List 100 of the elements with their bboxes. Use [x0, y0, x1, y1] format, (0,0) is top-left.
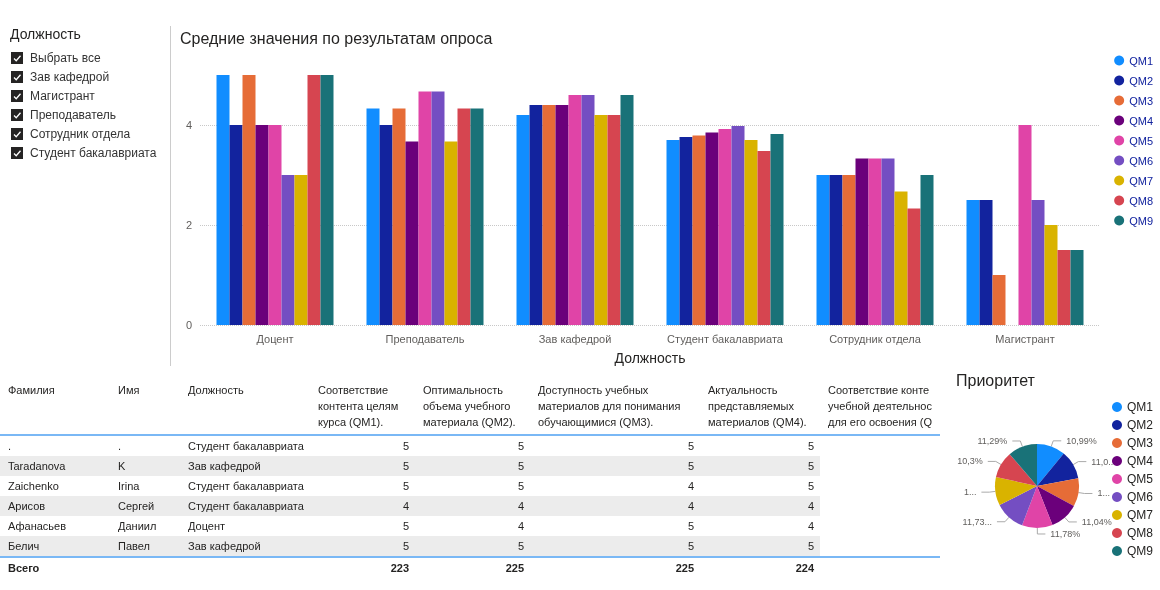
- category-label: Фамилия: [0, 378, 110, 435]
- text: Выбрать все: [30, 50, 101, 65]
- legend-label: QM4: [1129, 114, 1154, 127]
- data-label: 11,04%: [1081, 516, 1112, 527]
- bar: [881, 158, 895, 325]
- text: Taradanova: [8, 460, 66, 472]
- category-label: Должность: [180, 378, 310, 435]
- bar: [855, 158, 869, 325]
- text: 5: [402, 440, 409, 452]
- bar: [705, 132, 719, 325]
- x-axis-title: Должность: [614, 350, 686, 366]
- bar: [457, 108, 471, 325]
- text: 224: [795, 562, 814, 574]
- bar: [731, 126, 745, 325]
- text: 4: [807, 520, 814, 532]
- text: 5: [517, 460, 524, 472]
- legend-label: QM1: [1129, 54, 1154, 67]
- text: Зав кафедрой: [188, 460, 261, 472]
- text: Irina: [118, 480, 140, 492]
- text: 5: [687, 520, 694, 532]
- bar: [594, 115, 608, 325]
- bar: [1044, 225, 1058, 325]
- text: .: [8, 440, 12, 452]
- bar: [907, 208, 921, 325]
- text: 5: [807, 540, 814, 552]
- text: Сотрудник отдела: [30, 126, 131, 141]
- bar: [718, 129, 732, 325]
- text: 225: [675, 562, 694, 574]
- bar: [242, 75, 256, 325]
- bar: [320, 75, 334, 325]
- legend-label: QM1: [1127, 400, 1154, 414]
- bar: [607, 115, 621, 325]
- x-tick-label: Доцент: [256, 332, 294, 345]
- y-tick-label: 2: [185, 219, 192, 231]
- bar: [379, 125, 393, 325]
- bar: [1070, 250, 1084, 325]
- bar: [268, 125, 282, 325]
- legend-label: QM6: [1129, 154, 1154, 167]
- text: 5: [807, 440, 814, 452]
- text: 4: [402, 500, 409, 512]
- text: 5: [402, 520, 409, 532]
- x-tick-label: Студент бакалавриата: [667, 332, 784, 345]
- text: Зав кафедрой: [30, 69, 110, 84]
- legend-label: QM8: [1127, 526, 1154, 540]
- data-label: 1...: [963, 487, 977, 498]
- text: Студент бакалавриата: [188, 440, 304, 452]
- text: 5: [402, 480, 409, 492]
- text: Афанасьев: [8, 520, 67, 532]
- bar: [470, 108, 484, 325]
- legend-label: QM5: [1127, 472, 1154, 486]
- x-tick-label: Преподаватель: [385, 332, 465, 345]
- category-label: Актуальность представляемых материалов (QM4).: [700, 378, 820, 435]
- category-label: Соответствие контента целям курса (QM1).: [310, 378, 415, 435]
- bar: [1018, 125, 1032, 325]
- text: Зав кафедрой: [188, 540, 261, 552]
- bar: [255, 125, 269, 325]
- text: 5: [517, 540, 524, 552]
- text: 5: [807, 460, 814, 472]
- bar: [842, 175, 856, 325]
- bar: [816, 175, 830, 325]
- text: Студент бакалавриата: [188, 500, 304, 512]
- legend-label: QM7: [1127, 508, 1154, 522]
- text: Студент бакалавриата: [188, 480, 304, 492]
- legend-label: QM7: [1129, 174, 1154, 187]
- legend-label: QM9: [1129, 214, 1154, 227]
- text: 5: [402, 540, 409, 552]
- bar: [444, 141, 458, 325]
- bar: [992, 275, 1006, 325]
- bar: [770, 134, 784, 325]
- chart-title: Средние значения по результатам опроса: [180, 29, 493, 47]
- data-label: 10,99%: [1066, 435, 1097, 446]
- text: 223: [390, 562, 409, 574]
- bar: [568, 95, 582, 325]
- legend-label: QM4: [1127, 454, 1154, 468]
- legend-label: QM3: [1127, 436, 1154, 450]
- text: 5: [807, 480, 814, 492]
- text: Даниил: [118, 520, 157, 532]
- bar: [744, 140, 758, 325]
- text: Должность: [10, 26, 82, 42]
- bar: [666, 140, 680, 325]
- bar: [307, 75, 321, 325]
- bar: [1031, 200, 1045, 325]
- text: 5: [517, 480, 524, 492]
- text: 4: [517, 520, 524, 532]
- legend-label: QM2: [1129, 74, 1154, 87]
- text: 5: [687, 440, 694, 452]
- legend-label: QM8: [1129, 194, 1154, 207]
- bar: [294, 175, 308, 325]
- bar: [281, 175, 295, 325]
- text: 5: [687, 540, 694, 552]
- legend-label: QM2: [1127, 418, 1154, 432]
- bar: [392, 108, 406, 325]
- bar: [979, 200, 993, 325]
- x-tick-label: Сотрудник отдела: [829, 332, 922, 345]
- text: Zaichenko: [8, 480, 59, 492]
- bar: [418, 91, 432, 325]
- bar: [555, 105, 569, 325]
- text: 5: [517, 440, 524, 452]
- y-tick-label: 0: [185, 319, 192, 331]
- text: .: [118, 440, 122, 452]
